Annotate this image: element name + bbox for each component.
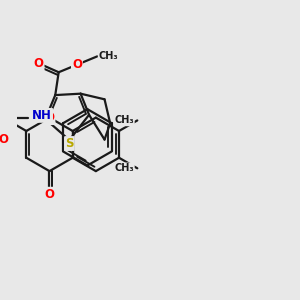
Text: NH: NH bbox=[32, 109, 52, 122]
Text: S: S bbox=[65, 137, 74, 150]
Text: O: O bbox=[44, 111, 55, 124]
Text: CH₃: CH₃ bbox=[114, 116, 134, 125]
Text: CH₃: CH₃ bbox=[99, 51, 118, 62]
Text: O: O bbox=[0, 133, 8, 146]
Text: CH₃: CH₃ bbox=[114, 163, 134, 173]
Text: O: O bbox=[44, 188, 55, 201]
Text: O: O bbox=[72, 58, 82, 71]
Text: O: O bbox=[34, 57, 44, 70]
